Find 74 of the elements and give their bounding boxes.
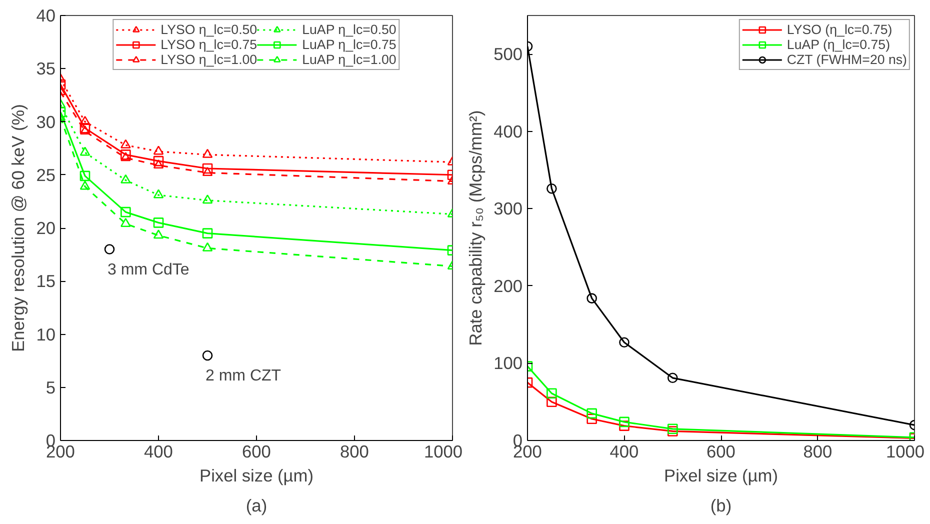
point xyxy=(120,206,131,218)
x-tick-label: 400 xyxy=(144,442,173,462)
x-axis-title: Pixel size (µm) xyxy=(200,466,314,486)
point xyxy=(153,159,164,169)
annotation: 3 mm CdTe xyxy=(108,261,190,278)
y-tick-label: 500 xyxy=(494,44,523,64)
point xyxy=(80,170,90,182)
point xyxy=(546,183,557,194)
point xyxy=(120,139,131,148)
y-tick-label: 25 xyxy=(36,164,56,185)
y-axis-title: Rate capability r₅₀ (Mcps/mm²) xyxy=(466,110,486,346)
point xyxy=(667,424,678,434)
text: (b) xyxy=(710,496,732,516)
legend-label: LYSO η_lc=1.00 xyxy=(160,52,258,67)
legend-label: LYSO η_lc=0.50 xyxy=(160,22,258,37)
point xyxy=(586,414,597,424)
x-tick-label: 1000 xyxy=(424,442,463,462)
point xyxy=(104,244,115,254)
point xyxy=(153,156,164,166)
legend-label: LuAP η_lc=0.50 xyxy=(302,22,396,37)
point xyxy=(667,372,678,384)
point xyxy=(80,125,90,135)
x-tick-label: 1000 xyxy=(886,442,925,462)
point xyxy=(586,408,597,419)
point xyxy=(120,174,131,184)
y-tick-label: 200 xyxy=(494,276,523,296)
legend-label: CZT (FWHM=20 ns) xyxy=(786,52,907,67)
y-tick-label: 15 xyxy=(36,271,56,292)
annotation: 2 mm CZT xyxy=(206,368,282,384)
legend-label: LuAP (η_lc=0.75) xyxy=(786,37,890,52)
point xyxy=(202,148,213,158)
y-tick-label: 20 xyxy=(36,218,56,238)
legend-label: LuAP η_lc=0.75 xyxy=(302,37,396,52)
x-axis-title: Pixel size (µm) xyxy=(664,466,778,486)
y-tick-label: 10 xyxy=(36,324,56,344)
point xyxy=(546,388,557,399)
y-tick-label: 100 xyxy=(494,353,523,374)
point xyxy=(202,242,213,252)
legend-label: LYSO (η_lc=0.75) xyxy=(786,22,892,37)
y-tick-label: 40 xyxy=(36,6,56,26)
point xyxy=(80,116,90,125)
point xyxy=(619,337,630,348)
point xyxy=(202,194,213,204)
y-axis-title: Energy resolution @ 60 keV (%) xyxy=(8,104,28,352)
y-tick-label: 5 xyxy=(46,377,56,398)
point xyxy=(80,146,90,156)
point xyxy=(202,163,213,174)
point xyxy=(153,230,164,239)
point xyxy=(153,189,164,198)
point xyxy=(153,146,164,155)
x-tick-label: 800 xyxy=(803,442,832,462)
legend-label: LuAP η_lc=1.00 xyxy=(302,52,396,67)
x-tick-label: 600 xyxy=(706,442,736,462)
text: (a) xyxy=(246,496,268,516)
legend-label: LYSO η_lc=0.75 xyxy=(160,37,258,52)
x-tick-label: 400 xyxy=(610,442,639,462)
x-tick-label: 600 xyxy=(242,442,271,462)
y-tick-label: 35 xyxy=(36,58,56,79)
point xyxy=(202,166,213,176)
point xyxy=(153,218,164,228)
point xyxy=(120,218,131,227)
point xyxy=(619,416,630,428)
point xyxy=(586,293,597,304)
point xyxy=(80,180,90,190)
x-tick-label: 800 xyxy=(340,442,369,462)
point xyxy=(120,152,131,162)
y-tick-label: 300 xyxy=(494,198,523,219)
point xyxy=(546,396,557,408)
point xyxy=(80,122,90,134)
y-tick-label: 30 xyxy=(36,112,56,132)
point xyxy=(202,228,213,238)
point xyxy=(120,150,131,160)
y-tick-label: 400 xyxy=(494,121,523,142)
point xyxy=(202,350,213,361)
